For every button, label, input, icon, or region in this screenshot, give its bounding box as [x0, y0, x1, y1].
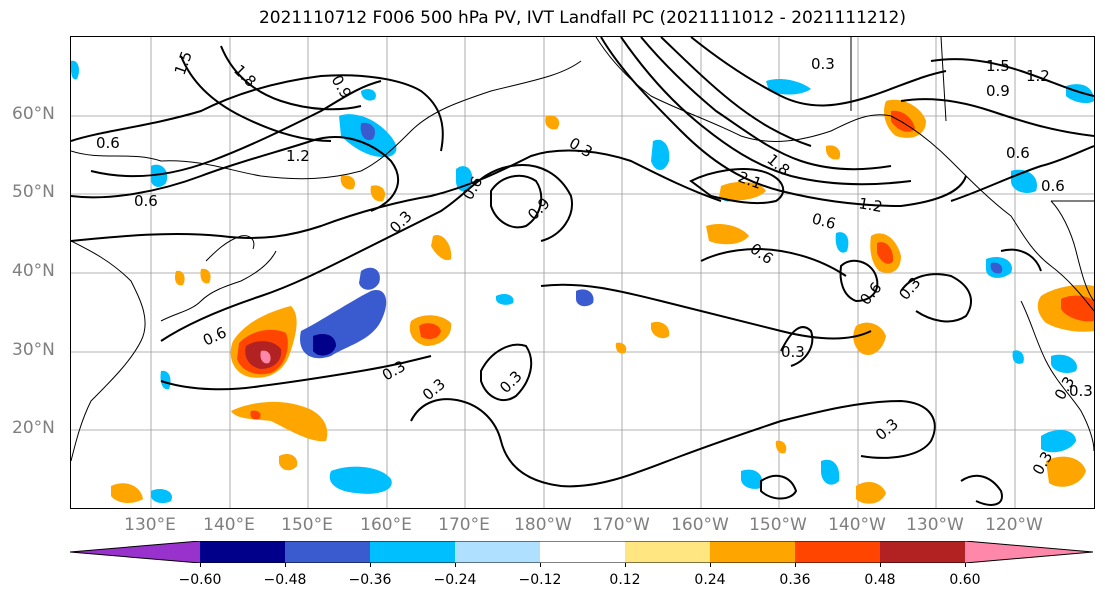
- colorbar-tick: [200, 563, 201, 567]
- lon-label-180w: 180°W: [514, 515, 572, 535]
- map-title: 2021110712 F006 500 hPa PV, IVT Landfall…: [258, 8, 906, 28]
- lon-label-160e: 160°E: [360, 515, 412, 535]
- colorbar-segment: [710, 541, 795, 563]
- colorbar-tick: [625, 563, 626, 567]
- colorbar-segment: [880, 541, 965, 563]
- colorbar-tick: [540, 563, 541, 567]
- contour-label: 0.3: [386, 207, 416, 237]
- colorbar-tick: [370, 563, 371, 567]
- colorbar-tick-label: 0.24: [694, 572, 726, 588]
- colorbar-tick-label: −0.48: [263, 572, 307, 588]
- colorbar-segment: [965, 541, 1093, 563]
- lat-label-30n: 30°N: [12, 340, 55, 360]
- colorbar-segment: [625, 541, 710, 563]
- colorbar-tick-label: 0.36: [779, 572, 811, 588]
- map-panel: 1.5 1.8 0.9 1.2 0.6 0.6 0.3 0.6 0.9 0.3 …: [70, 36, 1095, 509]
- contour-label: 1.2: [1026, 67, 1050, 85]
- lat-label-50n: 50°N: [12, 182, 55, 202]
- contour-label: 0.9: [328, 72, 356, 102]
- contour-label: 0.3: [379, 357, 409, 385]
- contour-label: 0.6: [1041, 177, 1065, 195]
- contour-label: 0.6: [1006, 144, 1030, 162]
- lon-label-130w: 130°W: [906, 515, 964, 535]
- contour-label: 0.9: [986, 82, 1010, 100]
- lat-label-60n: 60°N: [12, 104, 55, 124]
- contour-label: 1.8: [230, 61, 260, 91]
- colorbar-segment: [795, 541, 880, 563]
- lat-label-40n: 40°N: [12, 261, 55, 281]
- contour-label: 0.3: [566, 134, 596, 162]
- coastlines: [71, 37, 1094, 462]
- colorbar-tick-label: −0.12: [518, 572, 562, 588]
- colorbar-tick: [285, 563, 286, 567]
- lon-label-130e: 130°E: [124, 515, 176, 535]
- negative-shading: [71, 60, 1094, 504]
- contour-label: 0.3: [781, 343, 805, 361]
- colorbar-segment: [455, 541, 540, 563]
- colorbar-tick: [710, 563, 711, 567]
- contour-label: 0.3: [872, 415, 902, 444]
- contour-label: 1.2: [286, 147, 310, 165]
- lon-label-150w: 150°W: [749, 515, 807, 535]
- colorbar-tick-label: −0.60: [178, 572, 222, 588]
- lon-label-140w: 140°W: [828, 515, 886, 535]
- colorbar-tick-label: 0.48: [864, 572, 896, 588]
- colorbar-segment: [540, 541, 625, 563]
- colorbar-tick: [965, 563, 966, 567]
- colorbar-segment: [285, 541, 370, 563]
- colorbar-segment: [70, 541, 200, 563]
- contour-label: 0.6: [134, 192, 158, 210]
- colorbar: [70, 541, 1093, 563]
- contour-label: 0.3: [1069, 382, 1093, 400]
- contour-label: 0.3: [811, 55, 835, 73]
- colorbar-tick-label: 0.12: [609, 572, 641, 588]
- contour-label: 0.6: [747, 240, 777, 268]
- colorbar-tick: [880, 563, 881, 567]
- map-canvas: 1.5 1.8 0.9 1.2 0.6 0.6 0.3 0.6 0.9 0.3 …: [71, 37, 1094, 508]
- lon-label-170e: 170°E: [438, 515, 490, 535]
- graticule: [71, 37, 1094, 508]
- colorbar-segment: [370, 541, 455, 563]
- colorbar-tick-label: −0.36: [348, 572, 392, 588]
- lon-label-170w: 170°W: [592, 515, 650, 535]
- contour-label: 0.9: [524, 194, 554, 224]
- contour-label: 0.6: [200, 323, 229, 349]
- colorbar-tick-label: 0.60: [949, 572, 981, 588]
- contour-label: 0.3: [895, 274, 924, 304]
- contour-label: 0.3: [496, 367, 526, 397]
- contour-label: 0.6: [96, 134, 120, 152]
- contour-label: 1.5: [171, 49, 196, 78]
- contour-label: 0.6: [810, 209, 838, 233]
- lon-label-140e: 140°E: [203, 515, 255, 535]
- pv-contours: [71, 37, 1094, 506]
- lon-label-160w: 160°W: [671, 515, 729, 535]
- lat-label-20n: 20°N: [12, 418, 55, 438]
- contour-label: 1.2: [857, 194, 884, 216]
- positive-shading: [111, 99, 1094, 504]
- colorbar-tick: [795, 563, 796, 567]
- colorbar-segment: [200, 541, 285, 563]
- colorbar-tick: [455, 563, 456, 567]
- contour-label: 0.6: [856, 279, 885, 309]
- lon-label-150e: 150°E: [281, 515, 333, 535]
- lon-label-120w: 120°W: [985, 515, 1043, 535]
- contour-label: 1.5: [986, 57, 1010, 75]
- colorbar-tick-label: −0.24: [433, 572, 477, 588]
